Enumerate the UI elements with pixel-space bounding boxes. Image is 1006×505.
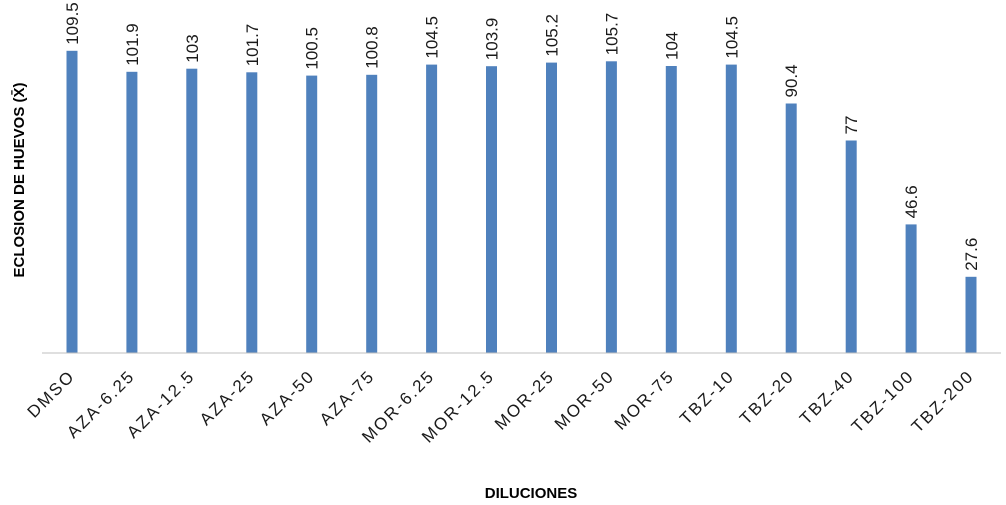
x-axis-title: DILUCIONES (485, 485, 578, 502)
data-label: 104.5 (423, 16, 442, 59)
bar (186, 68, 198, 353)
x-tick-label: MOR-75 (611, 366, 678, 433)
bar (66, 50, 78, 354)
x-tick-label: AZA-25 (196, 366, 259, 429)
x-tick-label: TBZ-200 (908, 366, 978, 436)
data-label: 100.5 (303, 27, 322, 70)
bar (965, 276, 977, 353)
bar (785, 103, 797, 353)
data-label: 103 (183, 34, 202, 62)
data-label: 104 (662, 32, 681, 60)
x-tick-label: AZA-75 (316, 366, 379, 429)
y-axis-title: ECLOSION DE HUEVOS (X̄) (10, 82, 28, 277)
data-label: 101.7 (243, 24, 262, 67)
bars-group (66, 50, 977, 354)
data-label: 77 (842, 116, 861, 135)
data-label: 27.6 (962, 238, 981, 271)
bar (366, 74, 378, 354)
x-tick-label: MOR-25 (491, 366, 558, 433)
x-tick-label: TBZ-10 (676, 366, 738, 428)
data-label: 103.9 (483, 18, 502, 61)
data-label: 100.8 (363, 26, 382, 69)
bar (665, 66, 677, 353)
bar (486, 66, 497, 353)
data-label: 46.6 (902, 185, 921, 218)
bar (725, 64, 737, 353)
x-tick-label: AZA-50 (256, 366, 319, 429)
x-tick-label: MOR-50 (551, 366, 618, 433)
bar (126, 71, 138, 354)
x-tick-label: TBZ-20 (736, 366, 798, 428)
x-tick-label: DMSO (24, 366, 79, 421)
bar (905, 224, 917, 353)
bar (246, 72, 258, 354)
x-tick-label: TBZ-100 (848, 366, 918, 436)
bar (426, 64, 438, 353)
bar (546, 62, 557, 353)
x-tick-labels-group: DMSOAZA-6.25AZA-12.5AZA-25AZA-50AZA-75MO… (24, 366, 978, 446)
data-label: 109.5 (63, 2, 82, 45)
data-label: 105.2 (543, 14, 562, 57)
bar (845, 140, 857, 353)
data-label: 101.9 (123, 23, 142, 66)
data-labels-group: 109.5 101.9 103 101.7 100.5 100.8 104.5 103.9 10… (63, 2, 981, 271)
bar (306, 75, 318, 353)
data-label: 105.7 (602, 13, 621, 56)
bar (605, 61, 617, 354)
x-tick-label: TBZ-40 (796, 366, 858, 428)
data-label: 104.5 (722, 16, 741, 59)
data-label: 90.4 (782, 64, 801, 97)
